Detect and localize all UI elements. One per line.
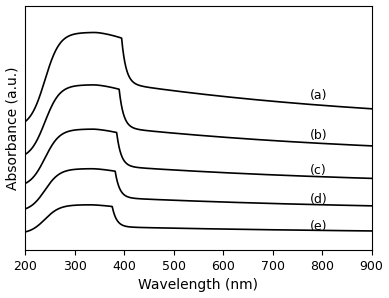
Y-axis label: Absorbance (a.u.): Absorbance (a.u.): [5, 66, 19, 190]
Text: (d): (d): [310, 193, 328, 206]
Text: (c): (c): [310, 164, 326, 177]
Text: (b): (b): [310, 129, 327, 142]
Text: (a): (a): [310, 89, 327, 102]
X-axis label: Wavelength (nm): Wavelength (nm): [138, 278, 258, 292]
Text: (e): (e): [310, 220, 327, 233]
